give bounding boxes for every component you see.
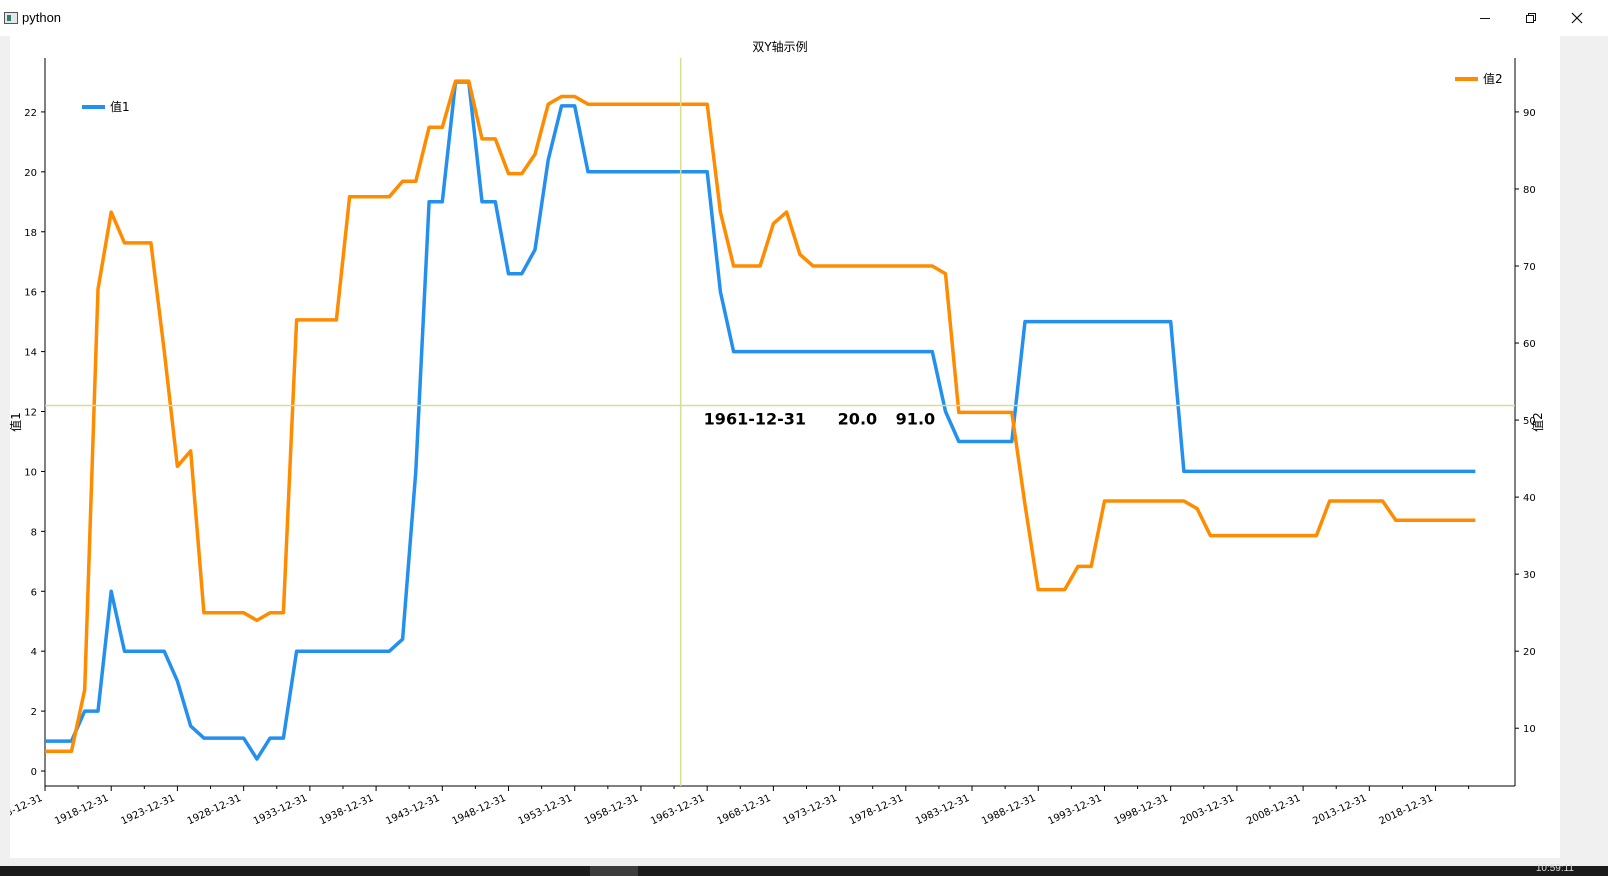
y-left-tick-label: 20 (24, 168, 37, 179)
series-layer (45, 79, 1476, 761)
crosshair-readout: 1961-12-31 20.0 91.0 (704, 410, 935, 429)
y-right-tick-label: 20 (1523, 647, 1536, 658)
minimize-icon (1480, 18, 1490, 19)
window-title: python (22, 10, 62, 25)
restore-icon (1526, 13, 1536, 23)
y-axis-right-label: 值2 (1530, 412, 1545, 432)
y-right-tick-label: 90 (1523, 108, 1536, 119)
close-icon (1571, 12, 1583, 24)
minimize-button[interactable] (1462, 0, 1508, 36)
crosshair (45, 58, 1515, 786)
y-right-tick-label: 30 (1523, 570, 1536, 581)
readout-value1: 20.0 (838, 410, 877, 429)
app-window-icon (4, 12, 18, 24)
y-left-tick-label: 6 (31, 587, 37, 598)
y-right-tick-label: 50 (1523, 416, 1536, 427)
y-right-tick-label: 70 (1523, 262, 1536, 273)
y-right-tick-label: 60 (1523, 339, 1536, 350)
series-line-2 (45, 79, 1476, 754)
y-right-tick-label: 40 (1523, 493, 1536, 504)
legend-label-series1: 值1 (110, 99, 130, 114)
taskbar-item-python[interactable] (590, 866, 638, 876)
restore-button[interactable] (1508, 0, 1554, 36)
legend: 值1 值2 (82, 71, 1503, 114)
y-right-tick-label: 10 (1523, 724, 1536, 735)
legend-label-series2: 值2 (1483, 71, 1503, 86)
y-left-tick-label: 22 (24, 108, 37, 119)
chart-frame: 双Y轴示例 0 2 4 6 8 10 12 14 16 18 20 22 10 20 30 40 50 60 70 8… (0, 36, 1560, 858)
y-left-tick-label: 12 (24, 408, 37, 419)
taskbar: 10:59:11 (0, 863, 1608, 876)
y-left-tick-label: 8 (31, 527, 37, 538)
window-titlebar: python (0, 0, 1608, 36)
readout-value2: 91.0 (896, 410, 935, 429)
taskbar-clock: 10:59:11 (1535, 863, 1574, 874)
dual-axis-line-chart[interactable]: 双Y轴示例 0 2 4 6 8 10 12 14 16 18 20 22 10 20 30 40 50 60 70 8… (0, 36, 1560, 858)
y-left-tick-label: 18 (24, 228, 37, 239)
y-left-tick-label: 16 (24, 288, 37, 299)
y-left-tick-label: 0 (31, 767, 37, 778)
close-button[interactable] (1554, 0, 1600, 36)
y-left-tick-label: 14 (24, 348, 37, 359)
y-left-tick-label: 10 (24, 467, 37, 478)
y-axis-left-label: 值1 (10, 412, 23, 432)
y-right-tick-label: 80 (1523, 185, 1536, 196)
chart-title: 双Y轴示例 (752, 39, 807, 54)
chart-background (10, 36, 1560, 858)
y-left-tick-label: 2 (31, 707, 37, 718)
readout-date: 1961-12-31 (704, 410, 806, 429)
y-left-tick-label: 4 (31, 647, 37, 658)
